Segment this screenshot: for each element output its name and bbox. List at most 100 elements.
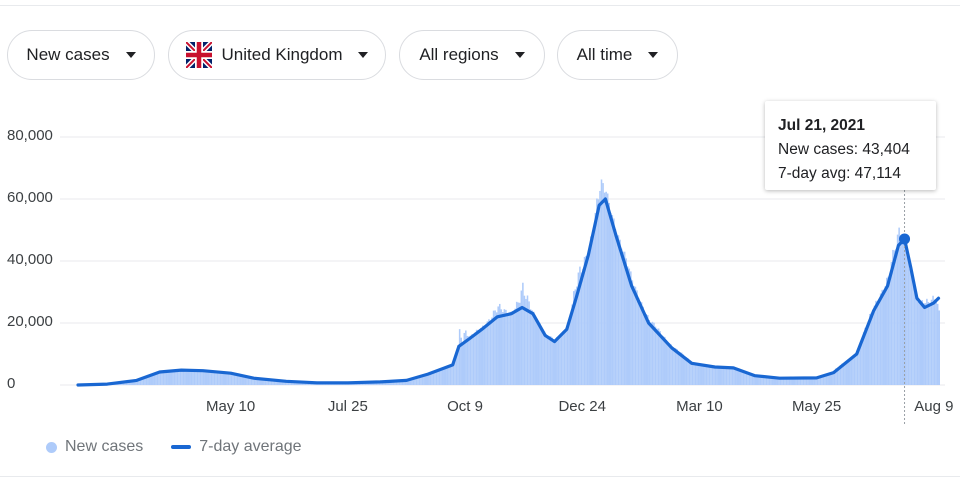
daily-case-bar xyxy=(602,183,604,385)
daily-case-bar xyxy=(728,367,731,385)
daily-case-bar xyxy=(879,293,882,385)
daily-case-bar xyxy=(702,364,705,385)
daily-case-bar xyxy=(690,361,692,385)
daily-case-bar xyxy=(148,375,151,385)
metric-dropdown[interactable]: New cases xyxy=(7,30,155,80)
chart-tooltip: Jul 21, 2021 New cases: 43,404 7-day avg… xyxy=(765,101,936,190)
daily-case-bar xyxy=(209,370,211,385)
daily-case-bar xyxy=(480,327,483,385)
daily-case-bar xyxy=(474,332,476,385)
daily-case-bar xyxy=(904,243,907,385)
daily-case-bar xyxy=(731,366,734,385)
daily-case-bar xyxy=(463,332,466,385)
daily-case-bar xyxy=(671,347,674,385)
daily-case-bar xyxy=(482,325,484,385)
daily-case-bar xyxy=(494,310,496,385)
country-dropdown[interactable]: United Kingdom xyxy=(168,30,386,80)
daily-case-bar xyxy=(551,337,553,385)
period-dropdown[interactable]: All time xyxy=(557,30,678,80)
daily-case-bar xyxy=(522,282,524,385)
daily-case-bar xyxy=(861,339,863,385)
y-tick-label: 20,000 xyxy=(7,313,53,330)
daily-case-bar xyxy=(676,349,678,385)
daily-case-bar xyxy=(642,306,644,385)
daily-case-bar xyxy=(656,328,658,385)
daily-case-bar xyxy=(475,329,478,385)
region-dropdown[interactable]: All regions xyxy=(399,30,545,80)
daily-case-bar xyxy=(232,372,234,385)
daily-case-bar xyxy=(864,327,866,385)
daily-case-bar xyxy=(418,375,421,385)
daily-case-bar xyxy=(246,376,248,385)
daily-case-bar xyxy=(198,370,200,385)
daily-case-bar xyxy=(845,360,848,385)
daily-case-bar xyxy=(478,330,481,385)
daily-case-bar xyxy=(426,374,429,385)
daily-case-bar xyxy=(912,278,914,385)
daily-case-bar xyxy=(770,377,772,385)
daily-case-bar xyxy=(280,380,282,385)
daily-case-bar xyxy=(534,315,536,385)
daily-case-bar xyxy=(625,258,627,385)
x-tick-label: May 25 xyxy=(792,398,842,415)
daily-case-bar xyxy=(719,366,722,385)
daily-case-bar xyxy=(165,371,168,385)
uk-flag-icon xyxy=(185,42,212,68)
daily-case-bar xyxy=(730,367,732,385)
daily-case-bar xyxy=(853,355,856,385)
daily-case-bar xyxy=(665,339,668,385)
daily-case-bar xyxy=(707,365,709,385)
daily-case-bar xyxy=(239,374,242,385)
daily-case-bar xyxy=(802,377,805,385)
daily-case-bar xyxy=(244,376,247,385)
daily-case-bar xyxy=(263,378,265,385)
daily-case-bar xyxy=(750,373,752,385)
daily-case-bar xyxy=(830,372,833,385)
daily-case-bar xyxy=(785,377,788,385)
daily-case-bar xyxy=(266,378,268,385)
daily-case-bar xyxy=(593,231,595,385)
daily-case-bar xyxy=(227,372,230,385)
daily-case-bar xyxy=(700,364,703,385)
daily-case-bar xyxy=(741,370,743,385)
daily-case-bar xyxy=(540,326,543,385)
daily-case-bar xyxy=(768,376,771,385)
daily-case-bar xyxy=(548,336,550,385)
daily-case-bar xyxy=(725,366,728,385)
daily-case-bar xyxy=(159,371,162,385)
daily-case-bar xyxy=(667,342,669,385)
daily-case-bar xyxy=(924,303,927,385)
daily-case-bar xyxy=(684,356,686,385)
daily-case-bar xyxy=(844,362,846,385)
daily-case-bar xyxy=(276,380,279,385)
daily-case-bar xyxy=(856,352,859,385)
seven-day-average-line xyxy=(76,197,941,387)
daily-case-bar xyxy=(394,380,396,385)
daily-case-bar xyxy=(281,380,284,385)
daily-case-bar xyxy=(556,337,558,385)
daily-case-bar xyxy=(446,365,449,385)
daily-case-bar xyxy=(253,377,256,385)
daily-case-bar xyxy=(528,301,530,385)
daily-case-bar xyxy=(579,266,581,385)
daily-case-bar xyxy=(737,368,740,385)
daily-case-bar xyxy=(680,352,683,385)
daily-case-bar xyxy=(788,377,791,385)
daily-case-bar xyxy=(779,377,782,385)
daily-case-bar xyxy=(503,309,506,385)
period-label: All time xyxy=(576,45,633,64)
daily-case-bar xyxy=(256,378,259,385)
daily-case-bar xyxy=(255,377,257,385)
daily-case-bar xyxy=(793,377,796,385)
daily-case-bar xyxy=(386,381,388,385)
daily-case-bar xyxy=(929,305,931,385)
daily-case-bar xyxy=(663,336,666,385)
daily-case-bar xyxy=(790,377,792,385)
daily-case-bar xyxy=(511,312,513,385)
daily-case-bar xyxy=(677,351,680,385)
daily-case-bar xyxy=(751,374,754,385)
x-tick-label: Aug 9 xyxy=(914,398,954,415)
daily-case-bar xyxy=(923,303,925,385)
daily-case-bar xyxy=(896,234,899,385)
